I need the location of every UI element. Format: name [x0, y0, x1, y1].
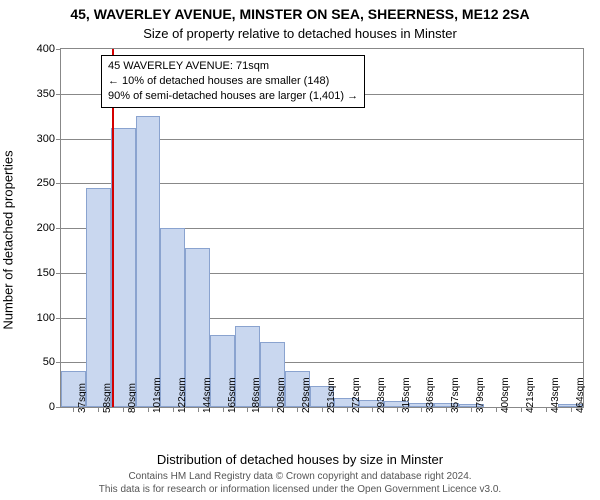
- y-axis-label: Number of detached properties: [1, 150, 16, 329]
- xtick-label: 293sqm: [376, 377, 387, 413]
- annotation-line: 90% of semi-detached houses are larger (…: [108, 89, 358, 104]
- footer-line1: Contains HM Land Registry data © Crown c…: [128, 471, 471, 482]
- ytick-mark: [56, 94, 61, 95]
- x-axis-label: Distribution of detached houses by size …: [0, 452, 600, 467]
- ytick-label: 50: [43, 356, 55, 368]
- xtick-mark: [297, 407, 298, 412]
- xtick-mark: [546, 407, 547, 412]
- ytick-mark: [56, 139, 61, 140]
- histogram-plot: 05010015020025030035040037sqm58sqm80sqm1…: [60, 48, 584, 408]
- xtick-mark: [446, 407, 447, 412]
- xtick-mark: [322, 407, 323, 412]
- xtick-mark: [521, 407, 522, 412]
- xtick-mark: [73, 407, 74, 412]
- xtick-mark: [198, 407, 199, 412]
- xtick-label: 272sqm: [351, 377, 362, 413]
- ytick-mark: [56, 407, 61, 408]
- xtick-mark: [98, 407, 99, 412]
- xtick-label: 357sqm: [450, 377, 461, 413]
- ytick-mark: [56, 273, 61, 274]
- ytick-label: 0: [49, 401, 55, 413]
- page-title: 45, WAVERLEY AVENUE, MINSTER ON SEA, SHE…: [0, 6, 600, 22]
- footer-line2: This data is for research or information…: [99, 484, 501, 495]
- histogram-bar: [86, 188, 111, 407]
- xtick-mark: [247, 407, 248, 412]
- xtick-mark: [397, 407, 398, 412]
- annotation-line: ← 10% of detached houses are smaller (14…: [108, 74, 358, 89]
- ytick-label: 300: [37, 133, 55, 145]
- xtick-mark: [372, 407, 373, 412]
- page-subtitle: Size of property relative to detached ho…: [0, 26, 600, 41]
- xtick-mark: [173, 407, 174, 412]
- ytick-label: 250: [37, 177, 55, 189]
- xtick-label: 379sqm: [475, 377, 486, 413]
- xtick-label: 336sqm: [425, 377, 436, 413]
- ytick-mark: [56, 49, 61, 50]
- ytick-label: 350: [37, 88, 55, 100]
- xtick-mark: [223, 407, 224, 412]
- xtick-mark: [272, 407, 273, 412]
- annotation-line: 45 WAVERLEY AVENUE: 71sqm: [108, 59, 358, 74]
- histogram-bar: [111, 128, 136, 407]
- footer: Contains HM Land Registry data © Crown c…: [0, 471, 600, 496]
- xtick-mark: [571, 407, 572, 412]
- xtick-label: 400sqm: [500, 377, 511, 413]
- xtick-label: 443sqm: [550, 377, 561, 413]
- ytick-label: 400: [37, 43, 55, 55]
- xtick-mark: [123, 407, 124, 412]
- ytick-label: 100: [37, 312, 55, 324]
- ytick-mark: [56, 362, 61, 363]
- xtick-label: 251sqm: [326, 377, 337, 413]
- xtick-label: 464sqm: [575, 377, 586, 413]
- annotation-box: 45 WAVERLEY AVENUE: 71sqm← 10% of detach…: [101, 55, 365, 108]
- ytick-label: 200: [37, 222, 55, 234]
- xtick-mark: [148, 407, 149, 412]
- ytick-label: 150: [37, 267, 55, 279]
- xtick-mark: [421, 407, 422, 412]
- xtick-mark: [471, 407, 472, 412]
- ytick-mark: [56, 183, 61, 184]
- histogram-bar: [136, 116, 161, 407]
- xtick-label: 315sqm: [401, 377, 412, 413]
- xtick-mark: [347, 407, 348, 412]
- xtick-mark: [496, 407, 497, 412]
- ytick-mark: [56, 318, 61, 319]
- xtick-label: 421sqm: [525, 377, 536, 413]
- ytick-mark: [56, 228, 61, 229]
